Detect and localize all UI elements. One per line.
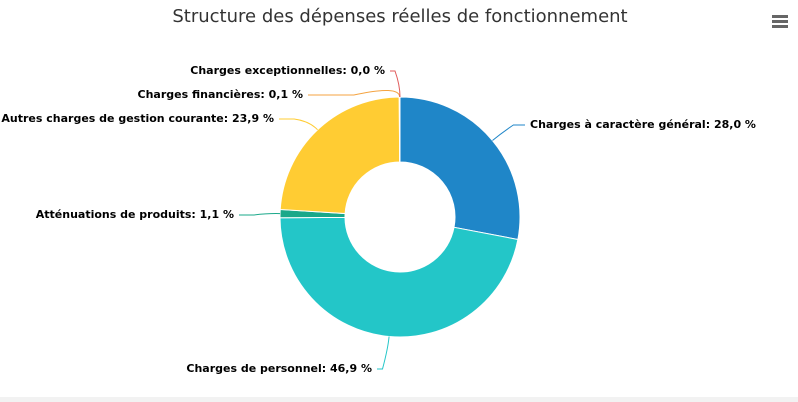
menu-bar <box>772 20 788 23</box>
label-value: 1,1 % <box>200 208 234 221</box>
label-value: 23,9 % <box>232 112 274 125</box>
label-name: Autres charges de gestion courante <box>1 112 223 125</box>
data-label: Autres charges de gestion courante: 23,9… <box>1 112 274 125</box>
leader-line <box>390 70 401 98</box>
leader-line <box>492 124 525 141</box>
label-name: Charges exceptionnelles <box>190 64 343 77</box>
label-name: Charges de personnel <box>186 362 321 375</box>
donut-slice <box>399 96 521 241</box>
label-separator: : <box>191 208 199 221</box>
data-label: Charges à caractère général: 28,0 % <box>530 118 756 131</box>
leader-line <box>279 118 318 131</box>
label-separator: : <box>322 362 330 375</box>
leader-line <box>377 336 390 370</box>
menu-bar <box>772 25 788 28</box>
label-value: 0,1 % <box>269 88 303 101</box>
label-separator: : <box>260 88 268 101</box>
donut-slice <box>279 96 401 215</box>
label-name: Charges à caractère général <box>530 118 706 131</box>
label-name: Charges financières <box>138 88 261 101</box>
label-name: Atténuations de produits <box>36 208 192 221</box>
label-value: 0,0 % <box>351 64 385 77</box>
label-separator: : <box>224 112 232 125</box>
data-label: Charges exceptionnelles: 0,0 % <box>190 64 385 77</box>
label-value: 46,9 % <box>330 362 372 375</box>
data-label: Charges financières: 0,1 % <box>138 88 303 101</box>
data-label: Atténuations de produits: 1,1 % <box>36 208 234 221</box>
leader-line <box>308 90 401 98</box>
chart-title: Structure des dépenses réelles de foncti… <box>172 6 627 27</box>
label-separator: : <box>342 64 350 77</box>
label-separator: : <box>706 118 714 131</box>
leader-line <box>239 213 281 216</box>
label-value: 28,0 % <box>714 118 756 131</box>
data-label: Charges de personnel: 46,9 % <box>186 362 372 375</box>
donut-slice <box>279 216 519 338</box>
menu-button[interactable] <box>770 12 790 32</box>
menu-bar <box>772 15 788 18</box>
footer-strip <box>0 397 798 402</box>
